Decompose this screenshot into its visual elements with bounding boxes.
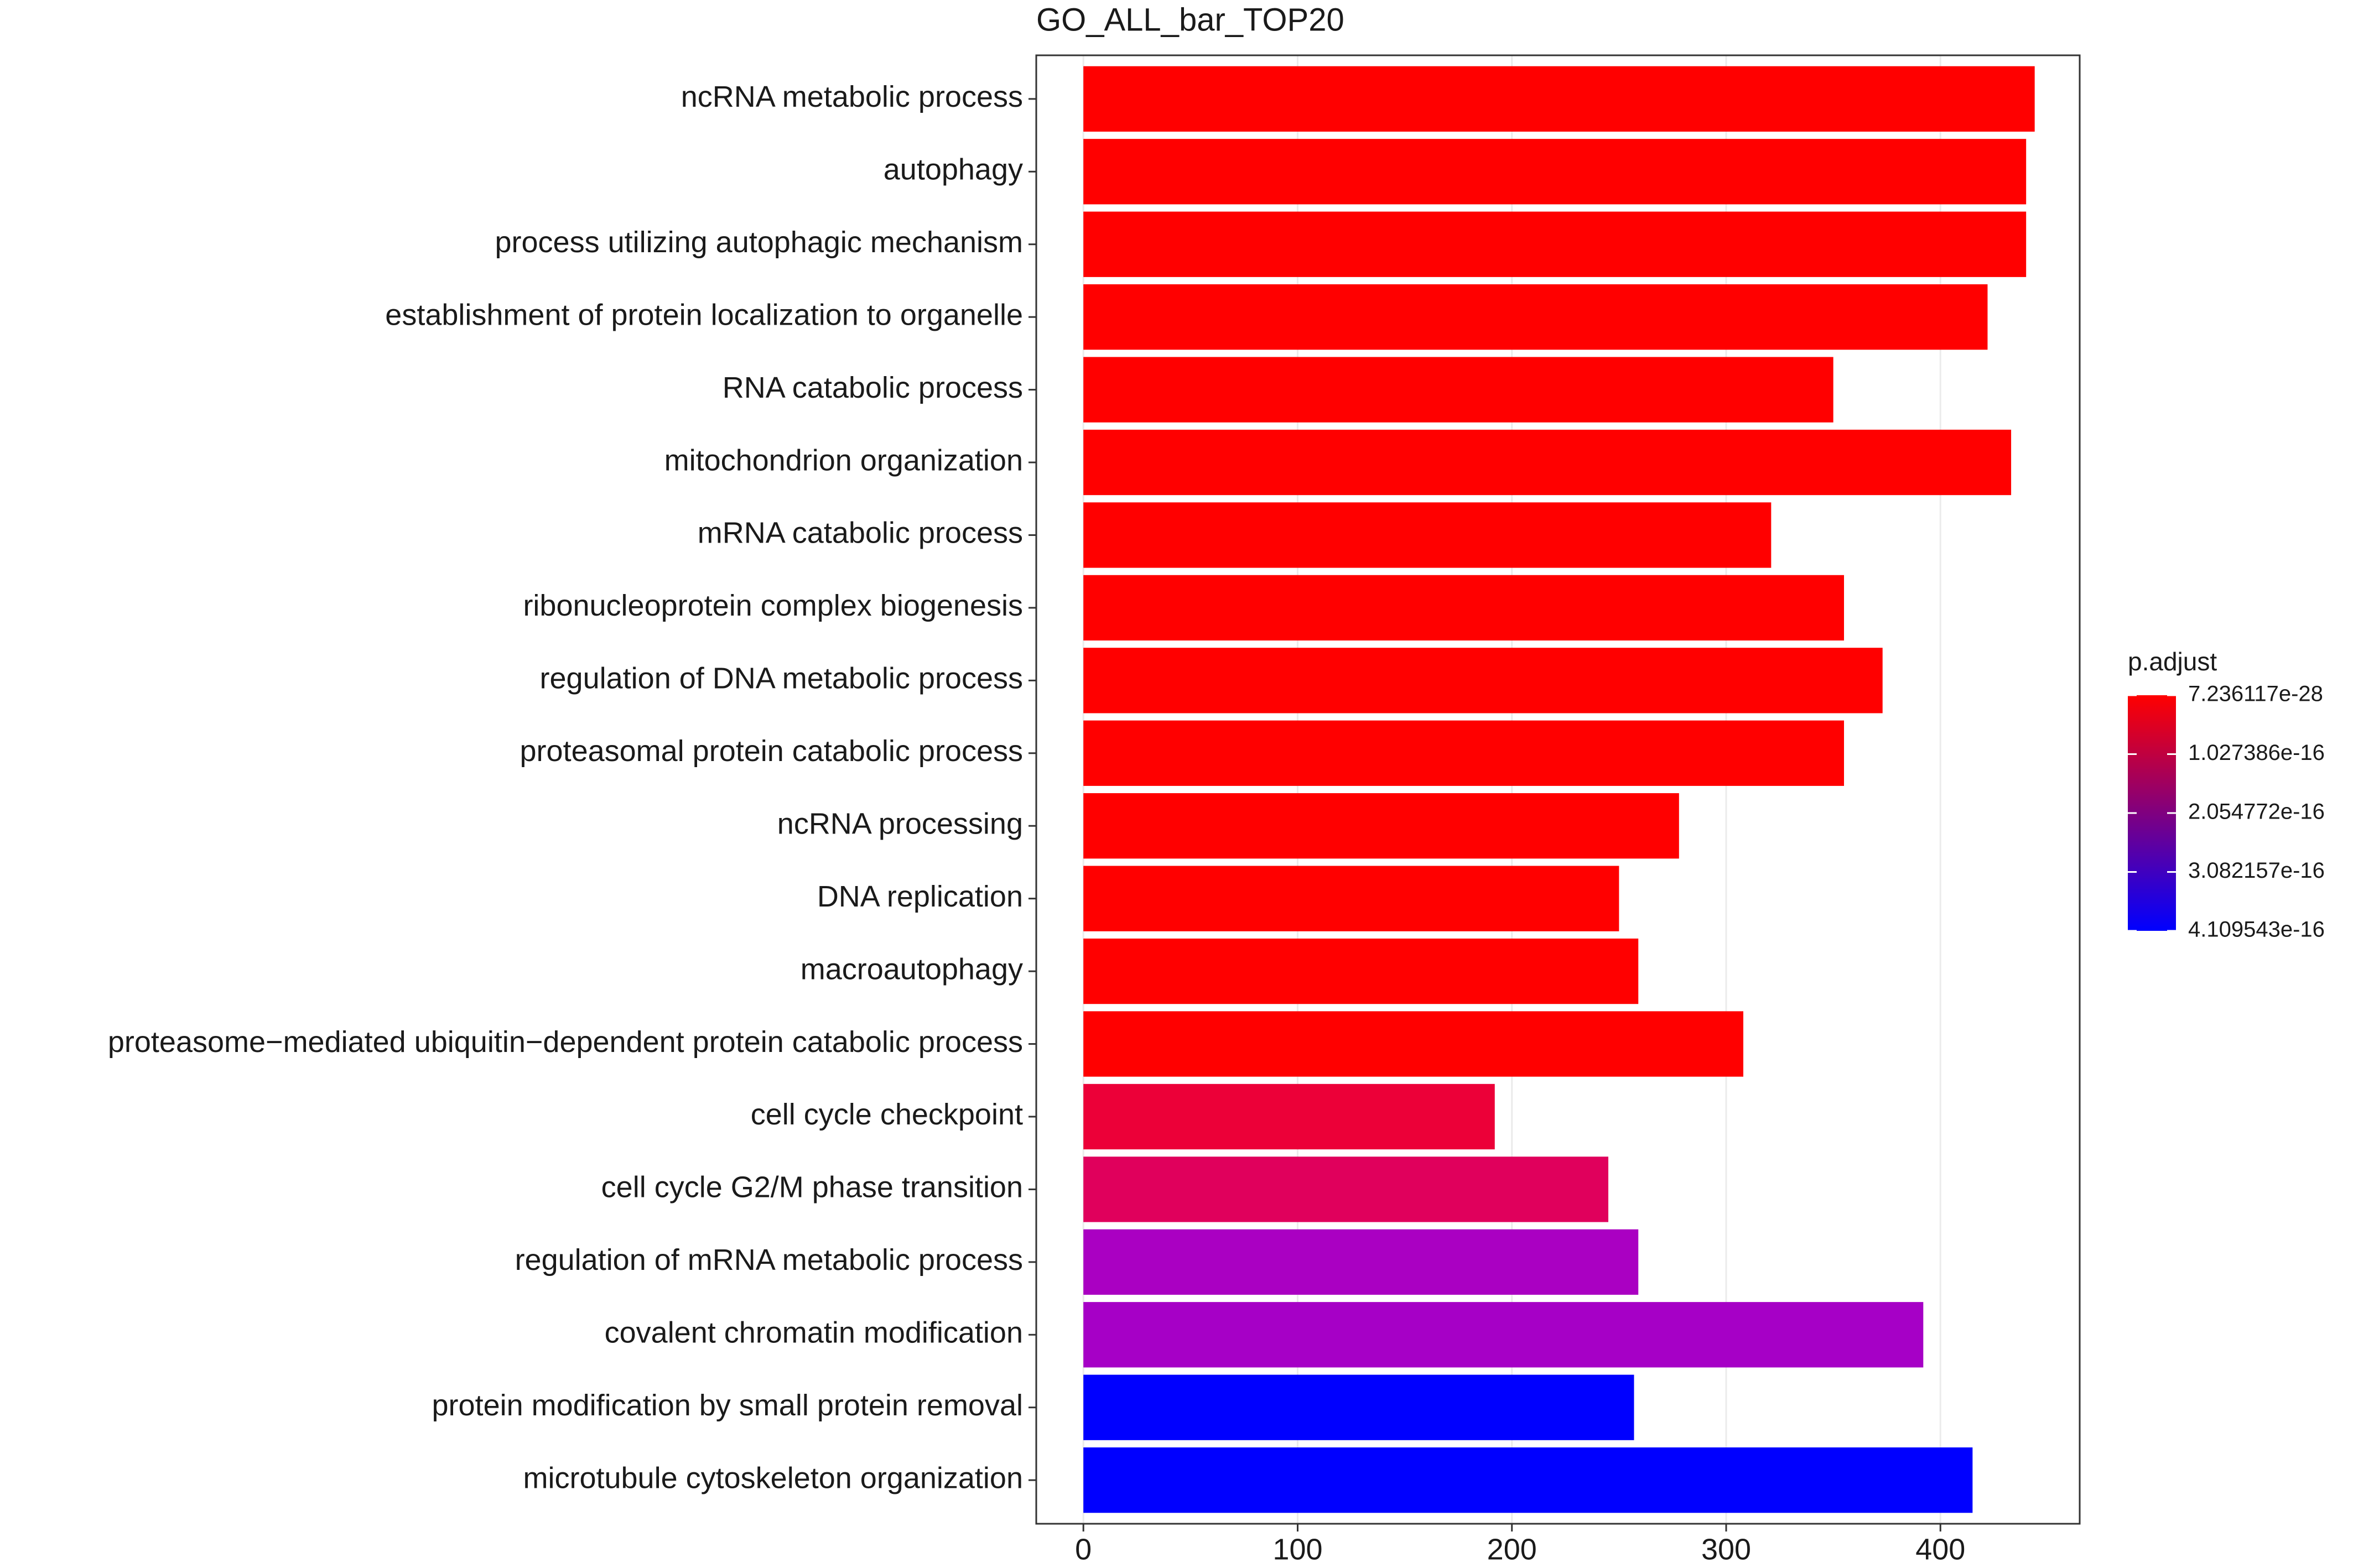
y-tick-label: ncRNA processing xyxy=(777,807,1023,840)
y-tick-label: covalent chromatin modification xyxy=(605,1316,1023,1350)
bar xyxy=(1083,866,1619,931)
legend-tick-label: 2.054772e-16 xyxy=(2188,800,2325,824)
x-tick-label: 400 xyxy=(1915,1533,1965,1566)
y-tick-label: macroautophagy xyxy=(801,952,1023,986)
y-tick-label: proteasomal protein catabolic process xyxy=(520,734,1023,768)
bar xyxy=(1083,357,1833,423)
bar xyxy=(1083,575,1845,641)
plot-border xyxy=(1035,54,2081,1525)
legend-tick-label: 7.236117e-28 xyxy=(2188,682,2323,706)
legend-title: p.adjust xyxy=(2128,647,2217,676)
y-tick-label: mRNA catabolic process xyxy=(698,517,1023,550)
bar xyxy=(1083,1374,1634,1440)
bar xyxy=(1083,429,2012,496)
y-tick-label: microtubule cytoskeleton organization xyxy=(523,1461,1024,1494)
y-tick-label: process utilizing autophagic mechanism xyxy=(495,226,1024,259)
y-tick-label: cell cycle G2/M phase transition xyxy=(601,1171,1023,1204)
x-tick-label: 0 xyxy=(1075,1533,1092,1566)
x-tick-label: 200 xyxy=(1487,1533,1537,1566)
bar xyxy=(1083,1447,1973,1513)
y-tick-label: RNA catabolic process xyxy=(723,371,1023,404)
legend-tick-label: 3.082157e-16 xyxy=(2188,858,2325,883)
bar xyxy=(1083,502,1772,568)
bar xyxy=(1083,1302,1924,1368)
y-tick-label: DNA replication xyxy=(817,880,1023,913)
bar xyxy=(1083,139,2027,205)
y-tick-label: establishment of protein localization to… xyxy=(385,298,1023,331)
bar xyxy=(1083,66,2035,132)
legend-tick-label: 4.109543e-16 xyxy=(2188,918,2325,942)
bar xyxy=(1083,211,2027,277)
bar xyxy=(1083,1157,1609,1222)
x-tick-label: 100 xyxy=(1272,1533,1322,1566)
y-tick-label: autophagy xyxy=(884,153,1023,186)
bar xyxy=(1083,793,1679,859)
bar xyxy=(1083,1083,1495,1150)
y-tick-label: cell cycle checkpoint xyxy=(751,1098,1023,1131)
y-tick-label: ncRNA metabolic process xyxy=(681,80,1023,113)
bar xyxy=(1083,720,1845,786)
bar xyxy=(1083,284,1988,350)
bar xyxy=(1083,648,1883,713)
legend-tick-label: 1.027386e-16 xyxy=(2188,741,2325,765)
bar xyxy=(1083,1229,1639,1295)
bar xyxy=(1083,1011,1743,1077)
y-tick-label: proteasome−mediated ubiquitin−dependent … xyxy=(108,1025,1023,1059)
chart-title: GO_ALL_bar_TOP20 xyxy=(1036,2,1344,38)
bar xyxy=(1083,938,1639,1004)
y-tick-label: regulation of DNA metabolic process xyxy=(540,662,1023,695)
y-tick-label: mitochondrion organization xyxy=(664,444,1023,477)
y-tick-label: ribonucleoprotein complex biogenesis xyxy=(523,589,1023,622)
x-tick-label: 300 xyxy=(1701,1533,1751,1566)
y-tick-label: protein modification by small protein re… xyxy=(432,1389,1023,1422)
y-tick-label: regulation of mRNA metabolic process xyxy=(515,1243,1023,1277)
